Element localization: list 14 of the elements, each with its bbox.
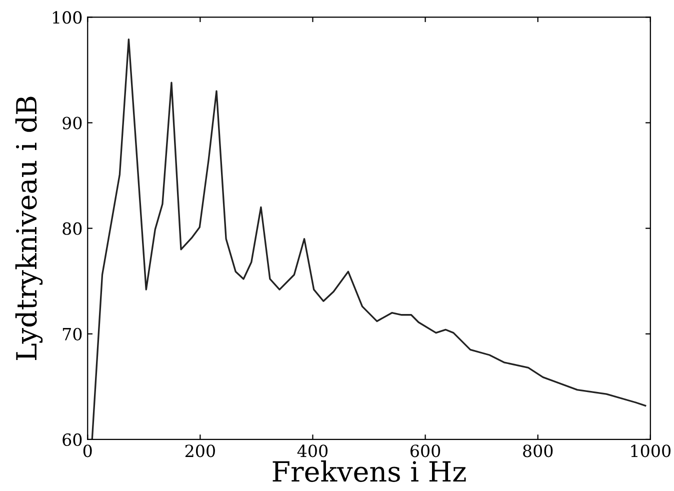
x-axis-title: Frekvens i Hz [272, 460, 466, 482]
y-tick-label: 100 [52, 11, 82, 24]
x-tick-label: 800 [523, 444, 553, 458]
x-tick-label: 1000 [631, 444, 671, 458]
y-tick-label: 80 [62, 222, 82, 235]
x-tick-label: 200 [185, 444, 215, 458]
y-tick-label: 70 [62, 328, 82, 340]
line-series [91, 38, 646, 440]
x-tick-label: 600 [410, 444, 440, 458]
y-axis-title: Lydtrykniveau i dB [15, 96, 43, 360]
y-tick-label: 90 [62, 116, 82, 130]
x-tick-label: 0 [83, 444, 92, 458]
y-tick-label: 60 [62, 433, 82, 446]
x-tick-label: 400 [297, 444, 328, 458]
